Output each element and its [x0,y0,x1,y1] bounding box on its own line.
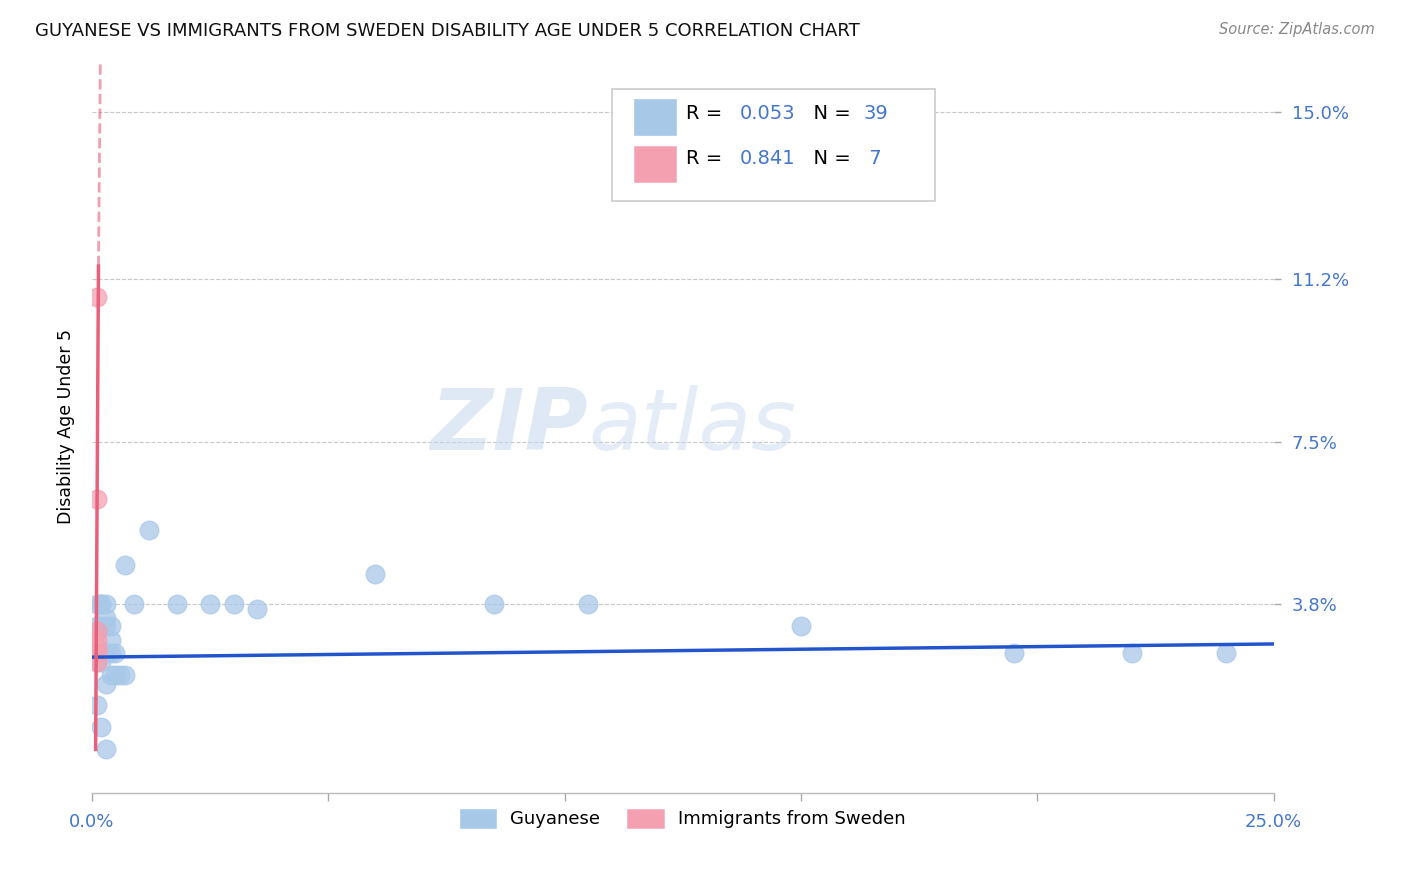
Point [86,290,108,304]
Text: ZIP: ZIP [430,385,588,468]
Point [94,646,117,660]
Point [86,619,108,633]
Point [104,646,127,660]
Point [100,646,122,660]
Point [86,632,108,647]
Point [90,646,112,660]
Point [94,742,117,756]
Point [94,610,117,624]
Point [86,491,108,506]
Text: 0.841: 0.841 [740,149,796,168]
Point [90,721,112,735]
Point [86,655,108,669]
Point [482,598,505,612]
Point [108,667,131,681]
Point [86,698,108,713]
Point [576,598,599,612]
Point [1215,646,1237,660]
Point [100,667,122,681]
Text: 7: 7 [863,149,882,168]
Point [1121,646,1143,660]
Text: 39: 39 [863,104,889,123]
Text: GUYANESE VS IMMIGRANTS FROM SWEDEN DISABILITY AGE UNDER 5 CORRELATION CHART: GUYANESE VS IMMIGRANTS FROM SWEDEN DISAB… [35,22,860,40]
Point [86,646,108,660]
Point [86,641,108,656]
Point [124,598,146,612]
Point [198,598,221,612]
Point [166,598,188,612]
Text: Source: ZipAtlas.com: Source: ZipAtlas.com [1219,22,1375,37]
Point [114,558,136,572]
Point [90,655,112,669]
Text: N =: N = [801,104,858,123]
Point [104,667,127,681]
Point [114,667,136,681]
Point [246,602,269,616]
Point [90,619,112,633]
Point [222,598,245,612]
Point [90,598,112,612]
Point [94,598,117,612]
Point [94,619,117,633]
Point [86,598,108,612]
Text: R =: R = [686,104,728,123]
Point [364,566,387,581]
Point [790,619,813,633]
Point [86,646,108,660]
Point [94,676,117,690]
Text: N =: N = [801,149,858,168]
Point [1002,646,1025,660]
Point [100,632,122,647]
Point [90,598,112,612]
Text: 0.053: 0.053 [740,104,796,123]
Legend: Guyanese, Immigrants from Sweden: Guyanese, Immigrants from Sweden [453,802,912,836]
Text: atlas: atlas [588,385,796,468]
Y-axis label: Disability Age Under 5: Disability Age Under 5 [58,329,75,524]
Point [86,655,108,669]
Text: R =: R = [686,149,728,168]
Point [138,523,160,537]
Point [86,624,108,638]
Point [100,619,122,633]
